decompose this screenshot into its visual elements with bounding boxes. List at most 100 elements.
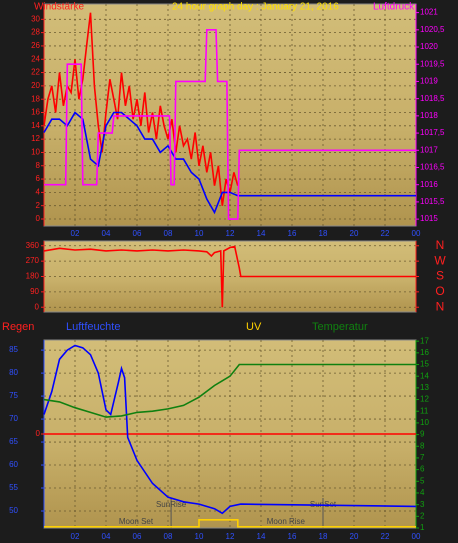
- x-tick-label: 02: [71, 229, 80, 238]
- y-tick-label: 8: [36, 161, 41, 170]
- y-tick-label: 26: [31, 41, 40, 50]
- y-tick-label: 70: [9, 414, 18, 423]
- y2-tick-label: 7: [420, 453, 425, 462]
- series-line: [43, 245, 416, 308]
- series-line: [44, 29, 416, 220]
- x-tick-label: 12: [226, 229, 235, 238]
- y2-tick-label: 11: [420, 406, 429, 415]
- y-tick-label: 60: [9, 460, 18, 469]
- x-tick-label: 04: [102, 532, 111, 541]
- y-tick-label: 80: [9, 368, 18, 377]
- x-tick-label: 06: [133, 229, 142, 238]
- y2-tick-label: 1020: [420, 42, 438, 51]
- x-tick-label: 18: [319, 229, 328, 238]
- y-tick-label: 50: [9, 506, 18, 515]
- series-line: [43, 344, 417, 515]
- y-tick-label: 55: [9, 483, 18, 492]
- y-tick-label: 90: [30, 287, 39, 296]
- y2-tick-label: 1017: [420, 145, 438, 154]
- y-tick-label: 4: [36, 187, 41, 196]
- x-tick-label: 10: [195, 532, 204, 541]
- y-tick-label: 0: [36, 214, 41, 223]
- y2-tick-label: W: [434, 253, 446, 267]
- y-tick-label: 24: [31, 54, 40, 63]
- legend-entry: UV: [246, 321, 262, 333]
- x-tick-label: 02: [71, 532, 80, 541]
- y-tick-label: 180: [26, 272, 40, 281]
- x-tick-label: 12: [226, 532, 235, 541]
- chart-title: 24 hour graph day : January 21, 2016: [172, 2, 339, 13]
- series-line: [43, 363, 416, 418]
- y2-tick-label: 1021: [420, 8, 438, 17]
- y2-tick-label: 1018,5: [420, 94, 445, 103]
- event-label: Moon Rise: [267, 517, 306, 526]
- x-tick-label: 08: [164, 229, 173, 238]
- y2-tick-label: N: [436, 299, 445, 313]
- y2-tick-label: 1016: [420, 180, 438, 189]
- x-tick-label: 08: [164, 532, 173, 541]
- y2-tick-label: 1019: [420, 77, 438, 86]
- x-tick-label: 10: [195, 229, 204, 238]
- y2-tick-label: 1018: [420, 111, 438, 120]
- y2-tick-label: 1019,5: [420, 59, 445, 68]
- y2-tick-label: 1020,5: [420, 25, 445, 34]
- y2-tick-label: 13: [420, 383, 429, 392]
- y-tick-label: 65: [9, 437, 18, 446]
- y-tick-label: 10: [31, 148, 40, 157]
- y2-tick-label: 12: [420, 395, 429, 404]
- x-tick-label: 20: [350, 229, 359, 238]
- y2-tick-label: 5: [420, 476, 425, 485]
- y2-tick-label: 6: [420, 465, 425, 474]
- x-tick-label: 00: [412, 229, 421, 238]
- y2-tick-label: 1015,5: [420, 197, 445, 206]
- y2-tick-label: 1015: [420, 214, 438, 223]
- y-tick-label: 14: [31, 121, 40, 130]
- x-tick-label: 16: [288, 229, 297, 238]
- series-line: [43, 111, 416, 215]
- y-tick-label: 75: [9, 391, 18, 400]
- x-tick-label: 14: [257, 532, 266, 541]
- y-tick-label: 20: [31, 81, 40, 90]
- y2-tick-label: 15: [420, 360, 429, 369]
- y-tick-label: 6: [36, 174, 41, 183]
- y2-tick-label: N: [436, 238, 445, 252]
- x-tick-label: 00: [412, 532, 421, 541]
- y2-axis-label: Luftdruck: [373, 2, 415, 13]
- legend-entry: Luftfeuchte: [66, 321, 120, 333]
- x-tick-label: 14: [257, 229, 266, 238]
- y2-tick-label: 16: [420, 348, 429, 357]
- y-tick-label: 2: [36, 201, 41, 210]
- y-tick-label: 28: [31, 28, 40, 37]
- y-tick-label: 22: [31, 68, 40, 77]
- x-tick-label: 22: [381, 229, 390, 238]
- y2-tick-label: 9: [420, 430, 425, 439]
- y2-tick-label: 1016,5: [420, 163, 445, 172]
- y-tick-label: 270: [26, 256, 40, 265]
- x-tick-label: 04: [102, 229, 111, 238]
- y2-tick-label: 1: [420, 523, 425, 532]
- y-tick-label: 0: [35, 302, 40, 311]
- y-tick-label: 16: [31, 108, 40, 117]
- x-tick-label: 22: [381, 532, 390, 541]
- y2-tick-label: 10: [420, 418, 429, 427]
- y-tick-label: 12: [31, 134, 40, 143]
- series-line: [43, 12, 239, 206]
- y2-tick-label: 8: [420, 441, 425, 450]
- legend-entry: Regen: [2, 321, 34, 333]
- y-tick-label: 85: [9, 345, 18, 354]
- y2-tick-label: 4: [420, 488, 425, 497]
- x-tick-label: 20: [350, 532, 359, 541]
- y2-tick-label: O: [435, 284, 444, 298]
- y2-tick-label: S: [436, 269, 444, 283]
- y-tick-label: 18: [31, 94, 40, 103]
- x-tick-label: 06: [133, 532, 142, 541]
- legend-entry: Temperatur: [312, 321, 368, 333]
- event-label: Moon Set: [119, 517, 154, 526]
- y2-tick-label: 1017,5: [420, 128, 445, 137]
- y-axis-label: Windstärke: [34, 2, 84, 13]
- x-tick-label: 18: [319, 532, 328, 541]
- y2-tick-label: 14: [420, 371, 429, 380]
- series-line: [44, 519, 416, 528]
